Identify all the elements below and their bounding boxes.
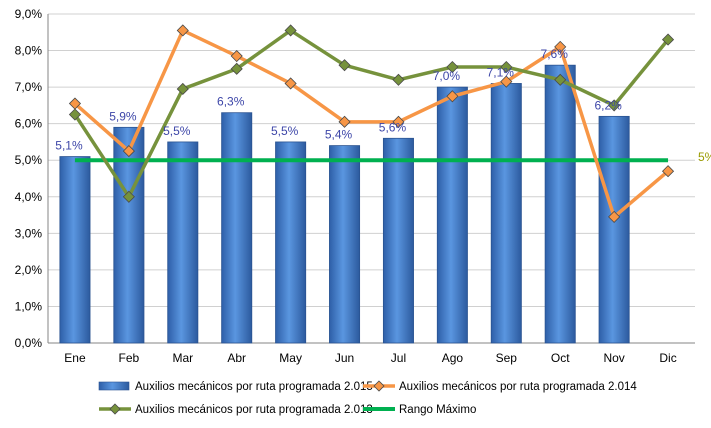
bar-data-label: 5,5% xyxy=(163,124,191,138)
x-tick-label: Dic xyxy=(659,351,676,365)
x-tick-label: Ago xyxy=(442,351,464,365)
bar-data-label: 7,1% xyxy=(487,65,515,79)
series-point xyxy=(608,210,621,223)
x-tick-label: Nov xyxy=(603,351,624,365)
y-tick-label: 7,0% xyxy=(15,80,43,94)
series-line xyxy=(73,28,670,219)
bar xyxy=(544,64,576,344)
y-tick-label: 1,0% xyxy=(15,299,43,313)
series-point xyxy=(661,165,675,178)
bar xyxy=(59,156,91,344)
legend-label: Auxilios mecánicos por ruta programada 2… xyxy=(399,381,637,393)
x-tick-label: Jul xyxy=(391,351,406,365)
series-point xyxy=(338,115,351,128)
series-point xyxy=(661,33,675,46)
series-point xyxy=(392,73,405,86)
y-tick-label: 4,0% xyxy=(15,190,43,204)
x-tick-labels: Ene Feb Mar Abr May Jun Jul Ago Sep Oct Nov Dic xyxy=(64,351,676,365)
series-point xyxy=(176,82,189,96)
reference-label: 5% xyxy=(698,150,711,164)
series-point xyxy=(500,60,513,74)
bar-series xyxy=(59,64,630,344)
series-point xyxy=(284,77,297,90)
line-series: 5% xyxy=(68,24,711,223)
y-tick-labels: 0,0% 1,0% 2,0% 3,0% 4,0% 5,0% 6,0% 7,0% 8,0% 9,0% xyxy=(15,7,43,350)
bar xyxy=(167,141,199,344)
series-point xyxy=(554,40,567,53)
bar xyxy=(113,126,145,344)
legend-marker xyxy=(109,403,121,415)
bar-data-label: 7,6% xyxy=(541,47,569,61)
series-point xyxy=(284,24,297,37)
y-tick-label: 3,0% xyxy=(15,226,43,240)
x-tick-label: Oct xyxy=(551,351,570,365)
bar xyxy=(436,86,468,344)
legend-label: Auxilios mecánicos por ruta programada 2… xyxy=(135,404,373,416)
x-tick-label: Feb xyxy=(119,351,140,365)
series-point xyxy=(122,190,135,203)
bar-data-label: 6,2% xyxy=(594,98,622,112)
bar-data-label: 5,9% xyxy=(109,109,137,123)
series-point xyxy=(230,49,243,63)
series-point xyxy=(500,75,513,88)
bar-data-label: 5,6% xyxy=(379,120,407,134)
bar xyxy=(275,141,307,344)
series-point xyxy=(68,108,82,121)
bar-data-label: 5,1% xyxy=(55,139,83,153)
x-tick-label: Abr xyxy=(227,351,246,365)
legend-marker xyxy=(373,380,385,392)
bar xyxy=(598,115,630,344)
series-point xyxy=(392,115,405,128)
series-line xyxy=(73,28,670,199)
series-point xyxy=(338,59,351,72)
axes xyxy=(47,14,695,344)
y-tick-label: 0,0% xyxy=(15,336,43,350)
bar-data-label: 5,4% xyxy=(325,128,353,142)
y-tick-label: 5,0% xyxy=(15,153,43,167)
bar xyxy=(329,145,361,344)
y-tick-label: 8,0% xyxy=(15,44,43,58)
series-point xyxy=(446,60,459,74)
series-point xyxy=(230,62,243,75)
series-point xyxy=(554,73,567,86)
bar-data-label: 5,5% xyxy=(271,124,299,138)
x-tick-label: Mar xyxy=(172,351,193,365)
y-tick-label: 6,0% xyxy=(15,117,43,131)
y-tick-label: 9,0% xyxy=(15,7,43,21)
x-tick-label: May xyxy=(279,351,302,365)
x-tick-label: Jun xyxy=(335,351,354,365)
legend-swatch xyxy=(98,381,130,391)
data-labels: 5,1% 5,9% 5,5% 6,3% 5,5% 5,4% 5,6% 7,0% 7,1% 7,6%… xyxy=(55,47,622,152)
bar xyxy=(490,83,522,344)
y-tick-label: 2,0% xyxy=(15,263,43,277)
series-point xyxy=(608,99,621,112)
bar-data-label: 7,0% xyxy=(433,69,461,83)
legend-label: Auxilios mecánicos por ruta programada 2… xyxy=(135,381,373,393)
series-point xyxy=(446,90,459,103)
bar xyxy=(382,137,414,344)
legend-label: Rango Máximo xyxy=(399,404,476,416)
series-point xyxy=(122,145,135,158)
bar xyxy=(221,112,253,344)
series-point xyxy=(176,24,189,37)
x-tick-label: Ene xyxy=(64,351,86,365)
bar-data-label: 6,3% xyxy=(217,95,245,109)
x-tick-label: Sep xyxy=(496,351,518,365)
legend: Auxilios mecánicos por ruta programada 2… xyxy=(98,380,637,416)
